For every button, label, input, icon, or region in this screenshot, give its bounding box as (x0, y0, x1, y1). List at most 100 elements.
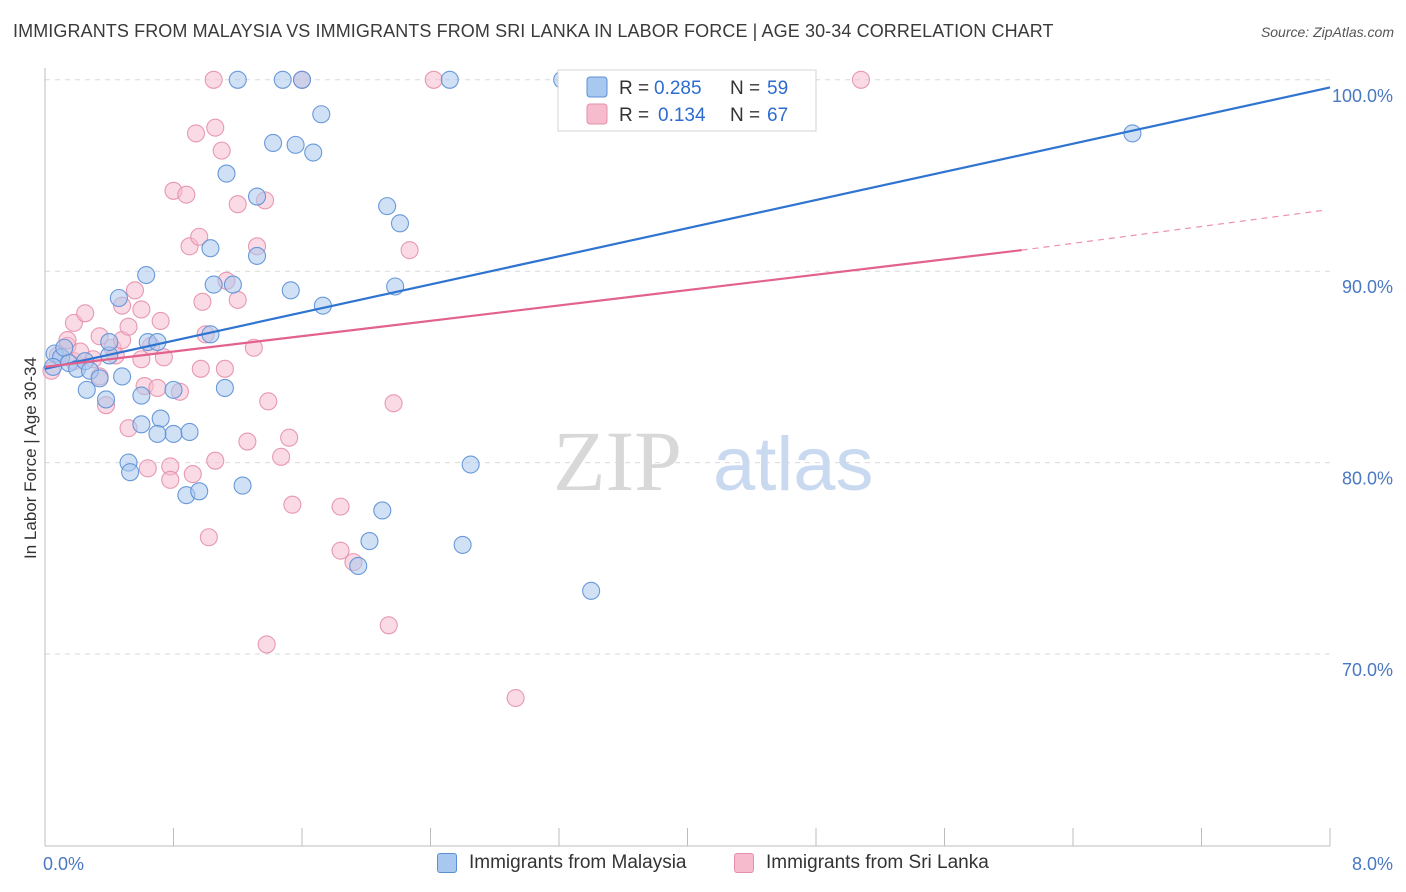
gridlines (45, 79, 1330, 655)
point-malaysia-53 (228, 70, 247, 89)
point-malaysia-36 (247, 187, 267, 206)
point-srilanka-53 (331, 541, 350, 560)
point-srilanka-34 (193, 292, 212, 311)
point-srilanka-46 (228, 195, 247, 214)
point-malaysia-34 (247, 246, 267, 265)
point-srilanka-59 (379, 616, 398, 635)
legend-label-malaysia: Immigrants from Malaysia (469, 852, 687, 873)
legend-r-value-srilanka: 0.134 (658, 105, 706, 126)
y-tick-label-70: 70.0% (1342, 660, 1393, 680)
point-malaysia-43 (312, 105, 331, 124)
point-malaysia-21 (164, 424, 183, 443)
point-srilanka-31 (191, 359, 210, 378)
point-malaysia-26 (121, 463, 140, 482)
legend-n-value-malaysia: 59 (767, 78, 788, 99)
legend-r-label-srilanka: R = (619, 105, 649, 126)
watermark-atlas: atlas (713, 422, 874, 507)
point-malaysia-32 (204, 275, 223, 294)
point-srilanka-56 (400, 241, 419, 260)
point-malaysia-10 (113, 367, 132, 386)
y-axis-title: In Labor Force | Age 30-34 (21, 357, 40, 559)
point-malaysia-45 (390, 214, 410, 233)
point-srilanka-41 (177, 185, 196, 204)
point-srilanka-49 (280, 428, 299, 447)
point-malaysia-13 (96, 390, 116, 409)
legend-swatch-srilanka (734, 853, 754, 873)
x-tick-label-max: 8.0% (1352, 854, 1393, 874)
point-malaysia-15 (109, 288, 128, 308)
point-srilanka-64 (424, 70, 443, 89)
correlation-legend: R = 0.285 N = 59 R = 0.134 N = 67 (557, 69, 817, 132)
y-tick-label-100: 100.0% (1332, 86, 1393, 106)
legend-label-srilanka: Immigrants from Sri Lanka (766, 852, 989, 873)
axes (44, 68, 1331, 847)
point-srilanka-30 (206, 451, 225, 470)
point-malaysia-14 (132, 386, 151, 405)
point-malaysia-18 (164, 380, 183, 399)
point-malaysia-33 (223, 275, 242, 294)
point-malaysia-35 (217, 164, 236, 183)
point-malaysia-38 (286, 135, 305, 154)
point-srilanka-7 (76, 304, 95, 323)
point-srilanka-36 (228, 290, 247, 309)
point-srilanka-50 (272, 447, 291, 466)
legend-n-label-srilanka: N = (730, 105, 760, 126)
legend-r-label-malaysia: R = (619, 78, 649, 99)
point-malaysia-20 (132, 415, 151, 434)
point-malaysia-55 (292, 70, 312, 89)
point-srilanka-51 (283, 495, 302, 514)
point-srilanka-28 (161, 470, 180, 489)
point-malaysia-29 (233, 476, 252, 495)
point-malaysia-56 (440, 70, 459, 89)
point-srilanka-57 (199, 528, 218, 547)
point-malaysia-23 (215, 378, 234, 398)
point-malaysia-24 (148, 424, 167, 443)
legend-swatch-srilanka (586, 103, 608, 125)
point-malaysia-50 (461, 455, 480, 474)
watermark-zip: ZIP (553, 413, 682, 509)
y-tick-label-90: 90.0% (1342, 277, 1393, 297)
point-srilanka-52 (331, 497, 350, 516)
point-malaysia-11 (77, 380, 96, 399)
chart-title: IMMIGRANTS FROM MALAYSIA VS IMMIGRANTS F… (13, 21, 1054, 41)
point-malaysia-52 (582, 581, 601, 600)
point-srilanka-19 (151, 311, 170, 331)
y-tick-label-80: 80.0% (1342, 469, 1393, 489)
point-malaysia-51 (453, 535, 472, 554)
legend-swatch-malaysia (437, 853, 457, 873)
series-legend: Immigrants from Malaysia Immigrants from… (0, 852, 1406, 878)
point-malaysia-22 (180, 422, 199, 442)
point-malaysia-2 (55, 338, 74, 357)
legend-item-malaysia: Immigrants from Malaysia (437, 852, 687, 874)
point-srilanka-60 (506, 688, 525, 708)
point-srilanka-62 (204, 70, 223, 89)
point-srilanka-39 (238, 432, 257, 451)
point-malaysia-8 (90, 369, 109, 388)
point-malaysia-47 (373, 501, 392, 520)
point-srilanka-61 (186, 124, 206, 143)
trend-line-dashed-srilanka (1021, 209, 1327, 251)
trend-line-malaysia (44, 86, 1331, 370)
point-srilanka-16 (125, 281, 144, 300)
point-malaysia-37 (264, 133, 283, 153)
point-malaysia-49 (349, 556, 368, 576)
point-malaysia-28 (190, 482, 209, 501)
legend-r-value-malaysia: 0.285 (654, 78, 702, 99)
zipatlas-watermark: ZIP atlas (553, 413, 874, 509)
point-malaysia-19 (151, 409, 170, 428)
point-malaysia-39 (304, 143, 323, 162)
point-malaysia-30 (137, 265, 156, 285)
point-srilanka-43 (190, 227, 209, 246)
point-srilanka-66 (132, 300, 151, 319)
point-srilanka-15 (119, 317, 138, 336)
point-srilanka-45 (212, 141, 231, 160)
legend-n-value-srilanka: 67 (767, 105, 788, 126)
point-malaysia-48 (360, 532, 379, 551)
trend-line-srilanka (44, 249, 1022, 368)
point-srilanka-55 (384, 394, 403, 413)
point-malaysia-41 (281, 281, 300, 300)
tick-labels: 70.0% 80.0% 90.0% 100.0% 0.0% 8.0% (43, 86, 1393, 874)
point-srilanka-44 (206, 118, 225, 137)
point-malaysia-12 (100, 332, 119, 352)
